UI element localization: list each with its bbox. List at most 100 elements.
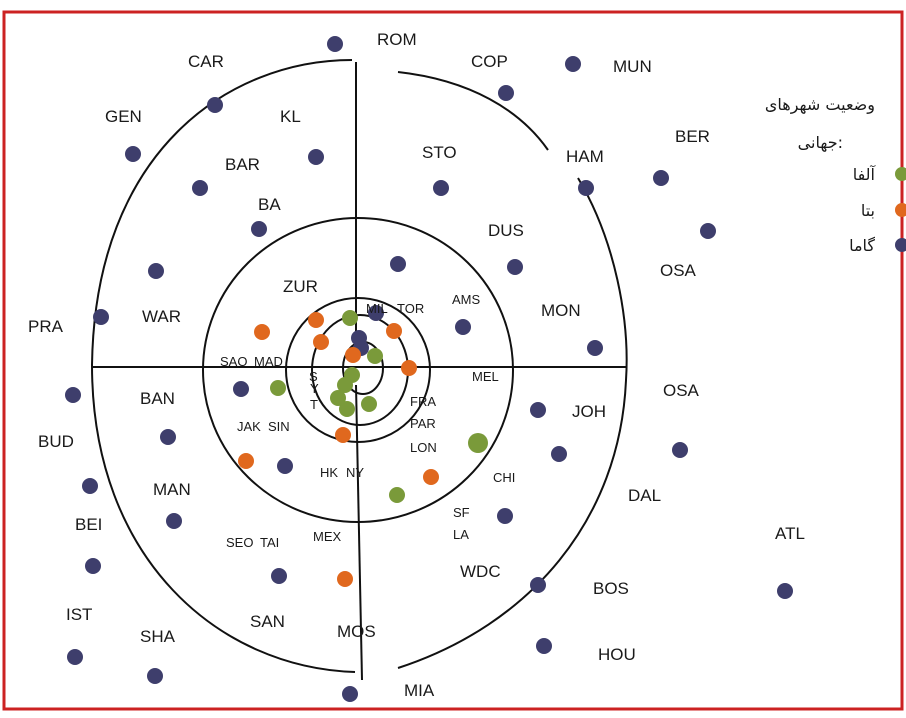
- city-dot-gamma-19: [233, 381, 249, 397]
- city-label-ny-36: NY: [346, 465, 364, 480]
- city-dot-gamma-17: [587, 340, 603, 356]
- city-dot-beta-39: [254, 324, 270, 340]
- city-label-cop-1: COP: [471, 52, 508, 71]
- outer-oval: [90, 59, 628, 673]
- city-dot-gamma-13: [390, 256, 406, 272]
- city-dot-gamma-6: [192, 180, 208, 196]
- city-label-war-18: WAR: [142, 307, 181, 326]
- legend-label-alpha: آلفا: [853, 165, 877, 184]
- city-label-ban-27: BAN: [140, 389, 175, 408]
- city-label-pra-19: PRA: [28, 317, 64, 336]
- city-dot-gamma-27: [497, 508, 513, 524]
- city-dot-gamma-28: [85, 558, 101, 574]
- city-dot-gamma-3: [207, 97, 223, 113]
- city-dot-beta-47: [423, 469, 439, 485]
- city-label-ber-9: BER: [675, 127, 710, 146]
- city-label-y-23: Y: [310, 381, 319, 396]
- city-dot-gamma-8: [578, 180, 594, 196]
- city-label-hk-35: HK: [320, 465, 338, 480]
- city-label-mon-17: MON: [541, 301, 581, 320]
- city-dot-gamma-33: [147, 668, 163, 684]
- city-dot-gamma-18: [65, 387, 81, 403]
- city-label-atl-46: ATL: [775, 524, 805, 543]
- city-dot-gamma-26: [166, 513, 182, 529]
- city-dot-beta-48: [337, 571, 353, 587]
- city-dot-gamma-38: [351, 330, 367, 346]
- city-dot-gamma-1: [565, 56, 581, 72]
- city-dot-gamma-4: [125, 146, 141, 162]
- city-dot-alpha-57: [389, 487, 405, 503]
- frame-border: [2, 10, 904, 711]
- legend-title-line2: جهانی:: [798, 133, 843, 153]
- city-dot-gamma-0: [327, 36, 343, 52]
- legend-dot-alpha: [895, 167, 906, 181]
- city-dot-gamma-2: [498, 85, 514, 101]
- city-label-fra-28: FRA: [410, 394, 436, 409]
- city-label-bos-48: BOS: [593, 579, 629, 598]
- city-dot-gamma-21: [530, 402, 546, 418]
- city-label-rom-0: ROM: [377, 30, 417, 49]
- city-dot-gamma-29: [271, 568, 287, 584]
- city-label-gen-5: GEN: [105, 107, 142, 126]
- legend: وضعیت شهرهای جهانی: آلفا بتا گاما: [765, 95, 906, 255]
- city-label-joh-31: JOH: [572, 402, 606, 421]
- city-dot-gamma-16: [455, 319, 471, 335]
- city-label-mil-14: MIL: [366, 301, 388, 316]
- legend-label-beta: بتا: [861, 201, 875, 220]
- city-dot-alpha-50: [367, 348, 383, 364]
- city-dot-alpha-55: [361, 396, 377, 412]
- city-dot-gamma-5: [308, 149, 324, 165]
- city-dot-gamma-34: [536, 638, 552, 654]
- city-dot-alpha-49: [342, 310, 358, 326]
- city-dot-gamma-23: [672, 442, 688, 458]
- city-label-car-3: CAR: [188, 52, 224, 71]
- city-dot-alpha-54: [339, 401, 355, 417]
- city-label-mun-2: MUN: [613, 57, 652, 76]
- city-label-osa-12: OSA: [660, 261, 697, 280]
- city-dot-gamma-24: [551, 446, 567, 462]
- city-label-dus-11: DUS: [488, 221, 524, 240]
- city-label-hou-53: HOU: [598, 645, 636, 664]
- city-label-sf-40: SF: [453, 505, 470, 520]
- city-dot-gamma-22: [277, 458, 293, 474]
- city-label-osa-26: OSA: [663, 381, 700, 400]
- city-label-par-29: PAR: [410, 416, 436, 431]
- city-dot-alpha-52: [337, 377, 353, 393]
- city-label-zur-13: ZUR: [283, 277, 318, 296]
- city-dot-gamma-20: [160, 429, 176, 445]
- city-dot-gamma-7: [433, 180, 449, 196]
- city-dot-gamma-11: [700, 223, 716, 239]
- city-dot-gamma-9: [653, 170, 669, 186]
- city-label-sto-7: STO: [422, 143, 457, 162]
- city-dot-gamma-30: [530, 577, 546, 593]
- outer-oval-right-arc: [397, 177, 628, 669]
- city-dot-gamma-35: [342, 686, 358, 702]
- city-dot-gamma-14: [507, 259, 523, 275]
- city-dot-beta-41: [313, 334, 329, 350]
- city-dot-beta-42: [386, 323, 402, 339]
- city-label-jak-33: JAK: [237, 419, 261, 434]
- city-labels: ROM COP MUN CAR KL GEN BAR STO HAM BER BA DUS OSA ZUR…: [28, 30, 805, 700]
- city-label-sha-50: SHA: [140, 627, 176, 646]
- city-label-sin-34: SIN: [268, 419, 290, 434]
- city-label-chi-37: CHI: [493, 470, 515, 485]
- city-label-sao-20: SAO: [220, 354, 247, 369]
- outer-oval-left-arc: [90, 59, 356, 673]
- axis-vertical-bottom: [355, 384, 363, 681]
- city-dot-beta-44: [401, 360, 417, 376]
- city-dot-beta-43: [345, 347, 361, 363]
- city-label-san-51: SAN: [250, 612, 285, 631]
- city-label-bud-32: BUD: [38, 432, 74, 451]
- city-dot-alpha-56: [468, 433, 488, 453]
- city-label-mex-45: MEX: [313, 529, 342, 544]
- city-label-seo-43: SEO: [226, 535, 253, 550]
- city-dot-gamma-31: [777, 583, 793, 599]
- city-dot-alpha-53: [270, 380, 286, 396]
- city-label-ams-16: AMS: [452, 292, 481, 307]
- city-label-mad-21: MAD: [254, 354, 283, 369]
- city-label-t-24: T: [310, 397, 318, 412]
- city-label-ham-8: HAM: [566, 147, 604, 166]
- city-dot-gamma-15: [93, 309, 109, 325]
